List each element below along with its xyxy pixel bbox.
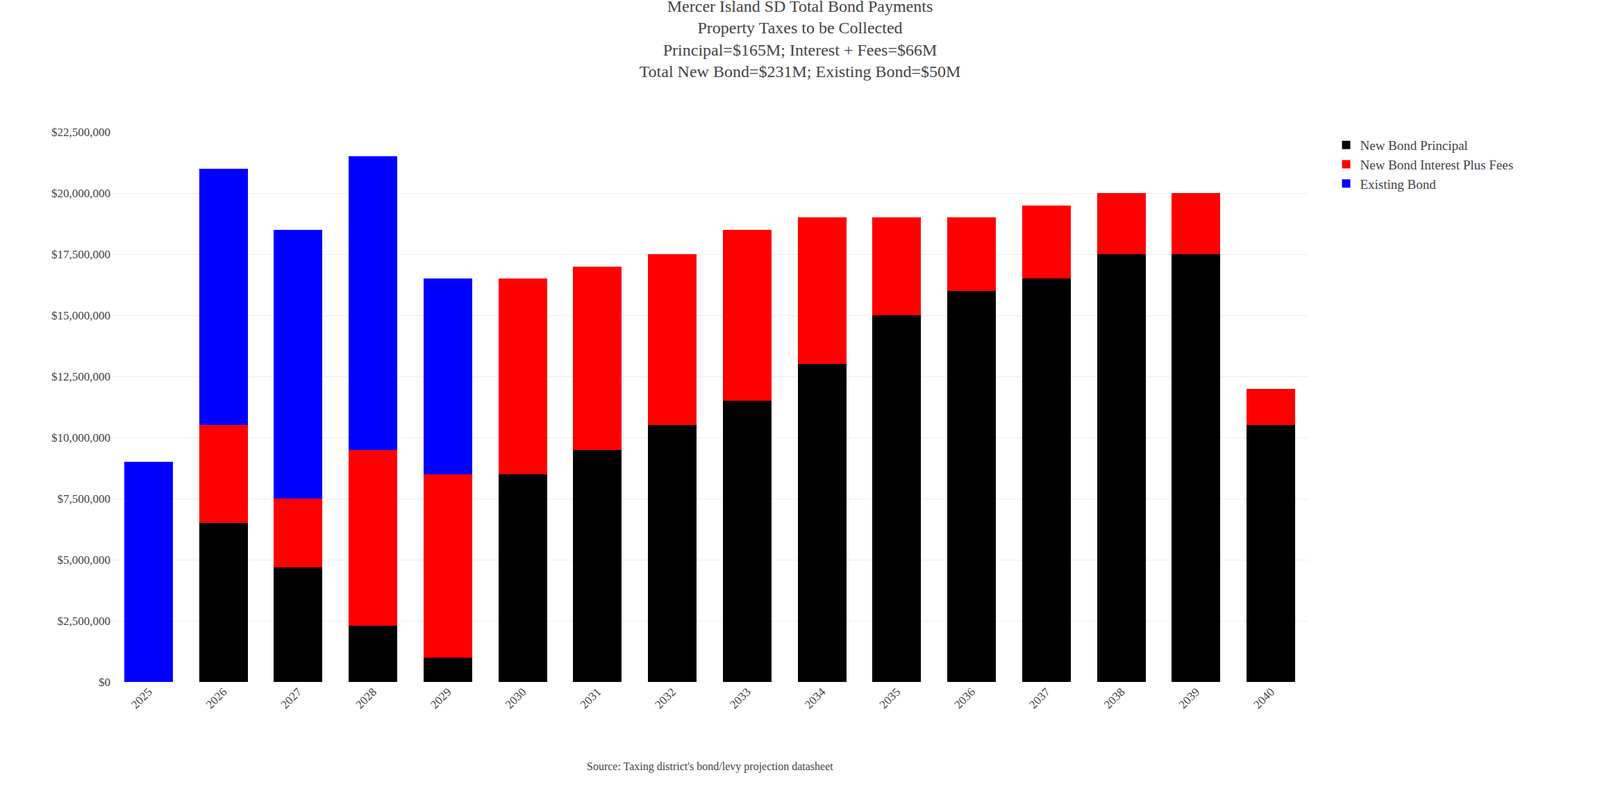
svg-text:Existing Bond: Existing Bond	[1359, 177, 1437, 192]
svg-text:$15,000,000: $15,000,000	[51, 309, 111, 323]
svg-text:2029: 2029	[427, 685, 454, 712]
svg-text:2025: 2025	[128, 685, 155, 712]
svg-text:New Bond Interest Plus Fees: New Bond Interest Plus Fees	[1359, 157, 1514, 173]
svg-text:$17,500,000: $17,500,000	[51, 247, 111, 262]
svg-text:2040: 2040	[1250, 685, 1277, 712]
svg-text:2031: 2031	[577, 685, 604, 712]
svg-text:2035: 2035	[877, 685, 903, 712]
svg-text:$22,500,000: $22,500,000	[51, 125, 111, 139]
svg-text:2027: 2027	[278, 685, 305, 712]
svg-text:$12,500,000: $12,500,000	[51, 370, 111, 384]
svg-text:$0: $0	[98, 675, 111, 689]
svg-text:2036: 2036	[951, 685, 978, 712]
svg-text:2032: 2032	[652, 685, 678, 712]
svg-text:Source: Taxing district's bond: Source: Taxing district's bond/levy proj…	[586, 760, 834, 773]
svg-text:2028: 2028	[352, 685, 379, 712]
svg-text:$2,500,000: $2,500,000	[57, 614, 112, 628]
svg-text:$10,000,000: $10,000,000	[51, 431, 111, 445]
svg-text:2026: 2026	[203, 685, 230, 712]
svg-text:2038: 2038	[1101, 685, 1128, 712]
svg-text:$7,500,000: $7,500,000	[57, 492, 112, 506]
svg-text:2037: 2037	[1026, 685, 1053, 712]
svg-text:$20,000,000: $20,000,000	[51, 186, 111, 200]
svg-text:2034: 2034	[802, 685, 829, 712]
svg-text:$5,000,000: $5,000,000	[57, 553, 112, 567]
svg-text:Mercer Island SD Total Bond Pa: Mercer Island SD Total Bond PaymentsProp…	[639, 0, 962, 81]
svg-text:2030: 2030	[502, 685, 529, 712]
svg-text:2033: 2033	[727, 685, 753, 712]
svg-text:New Bond Principal: New Bond Principal	[1359, 138, 1468, 153]
svg-text:2039: 2039	[1176, 685, 1203, 712]
